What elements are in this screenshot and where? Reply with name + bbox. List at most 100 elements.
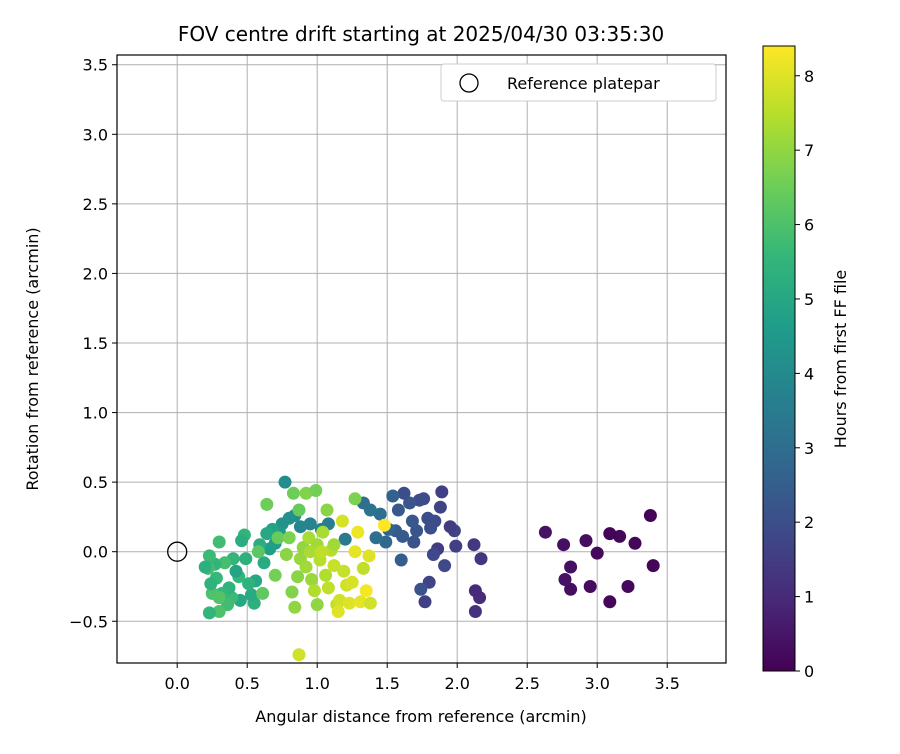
data-point: [271, 531, 285, 545]
data-point: [348, 492, 362, 506]
colorbar-gradient: [762, 45, 796, 672]
y-tick-label: 0.0: [83, 543, 108, 562]
data-point: [414, 582, 428, 596]
legend-box: [440, 63, 717, 102]
data-point: [407, 535, 421, 549]
legend-reference-marker: [459, 73, 479, 93]
data-point: [377, 518, 391, 532]
data-point: [359, 584, 373, 598]
data-point: [327, 559, 341, 573]
data-point: [386, 489, 400, 503]
colorbar-ticks: 0 1 2 3 4 5 6 7 8: [795, 67, 814, 681]
y-tick-label: 1.0: [83, 404, 108, 423]
data-point: [251, 545, 265, 559]
data-point: [278, 475, 292, 489]
data-point: [292, 503, 306, 517]
data-point: [314, 545, 328, 559]
data-point: [292, 648, 306, 662]
data-point: [474, 552, 488, 566]
data-point: [468, 584, 482, 598]
y-tick-label: 1.5: [83, 334, 108, 353]
data-point: [316, 525, 330, 539]
data-point: [583, 580, 597, 593]
data-point: [410, 524, 424, 538]
data-point: [538, 525, 552, 539]
data-point: [412, 493, 426, 507]
x-tick-label: 0.0: [164, 674, 189, 693]
data-point: [307, 584, 321, 598]
data-point: [303, 545, 317, 559]
y-tick-label: 3.0: [83, 125, 108, 144]
colorbar-label: Hours from first FF file: [831, 270, 850, 449]
data-point: [235, 534, 249, 548]
data-point: [337, 564, 351, 578]
data-point: [288, 600, 302, 614]
data-point: [426, 548, 440, 561]
data-point: [198, 560, 212, 574]
data-point: [363, 596, 377, 610]
data-point: [433, 500, 447, 514]
data-point: [268, 568, 282, 582]
data-point: [438, 559, 452, 573]
data-point: [299, 486, 313, 500]
data-point: [351, 525, 365, 539]
data-point: [421, 511, 435, 525]
data-point: [212, 535, 226, 549]
data-point: [333, 593, 347, 607]
data-point: [348, 545, 362, 559]
x-tick-label: 1.0: [304, 674, 329, 693]
x-tick-label: 2.5: [514, 674, 539, 693]
data-point: [362, 549, 376, 563]
y-tick-label: −0.5: [69, 612, 108, 631]
data-point: [263, 542, 277, 556]
y-tick-label: 0.5: [83, 473, 108, 492]
data-point: [310, 598, 324, 612]
data-point: [354, 595, 368, 609]
chart-title: FOV centre drift starting at 2025/04/30 …: [178, 22, 664, 46]
colorbar-tick-label: 5: [804, 290, 814, 309]
data-point: [309, 484, 323, 497]
x-tick-label: 3.5: [654, 674, 679, 693]
data-point: [303, 517, 317, 531]
data-point: [319, 568, 333, 582]
data-point: [242, 577, 256, 591]
data-point: [564, 582, 578, 596]
data-point: [391, 503, 405, 517]
colorbar-tick-label: 4: [804, 364, 814, 383]
data-point: [558, 573, 572, 586]
y-tick-label: 2.5: [83, 195, 108, 214]
data-point: [590, 546, 604, 560]
legend-label: Reference platepar: [507, 74, 660, 93]
data-point: [239, 552, 253, 566]
data-point: [621, 580, 635, 593]
data-point: [212, 605, 226, 618]
data-point: [244, 588, 258, 602]
x-tick-label: 0.5: [234, 674, 259, 693]
data-point: [397, 486, 411, 500]
data-point: [291, 570, 305, 584]
data-point: [603, 595, 617, 609]
colorbar: 0 1 2 3 4 5 6 7 8 Hours from first FF file: [762, 45, 850, 681]
grid-lines: [117, 55, 726, 663]
data-point: [443, 520, 457, 534]
data-point: [299, 560, 313, 574]
data-point: [449, 539, 463, 553]
data-point: [403, 496, 417, 510]
data-point: [320, 503, 334, 517]
data-point: [557, 538, 571, 552]
data-point: [335, 514, 349, 528]
x-axis-ticks: 0.0 0.5 1.0 1.5 2.0 2.5 3.0 3.5: [164, 663, 680, 693]
data-point: [394, 553, 408, 567]
data-point: [229, 564, 243, 578]
data-point: [285, 585, 299, 599]
x-tick-label: 1.5: [374, 674, 399, 693]
data-point: [218, 556, 232, 570]
y-axis-ticks: −0.5 0.0 0.5 1.0 1.5 2.0 2.5 3.0 3.5: [69, 56, 117, 631]
x-tick-label: 3.0: [584, 674, 609, 693]
data-point: [405, 514, 419, 528]
colorbar-tick-label: 2: [804, 513, 814, 532]
data-point: [646, 559, 660, 573]
data-point: [202, 549, 216, 563]
